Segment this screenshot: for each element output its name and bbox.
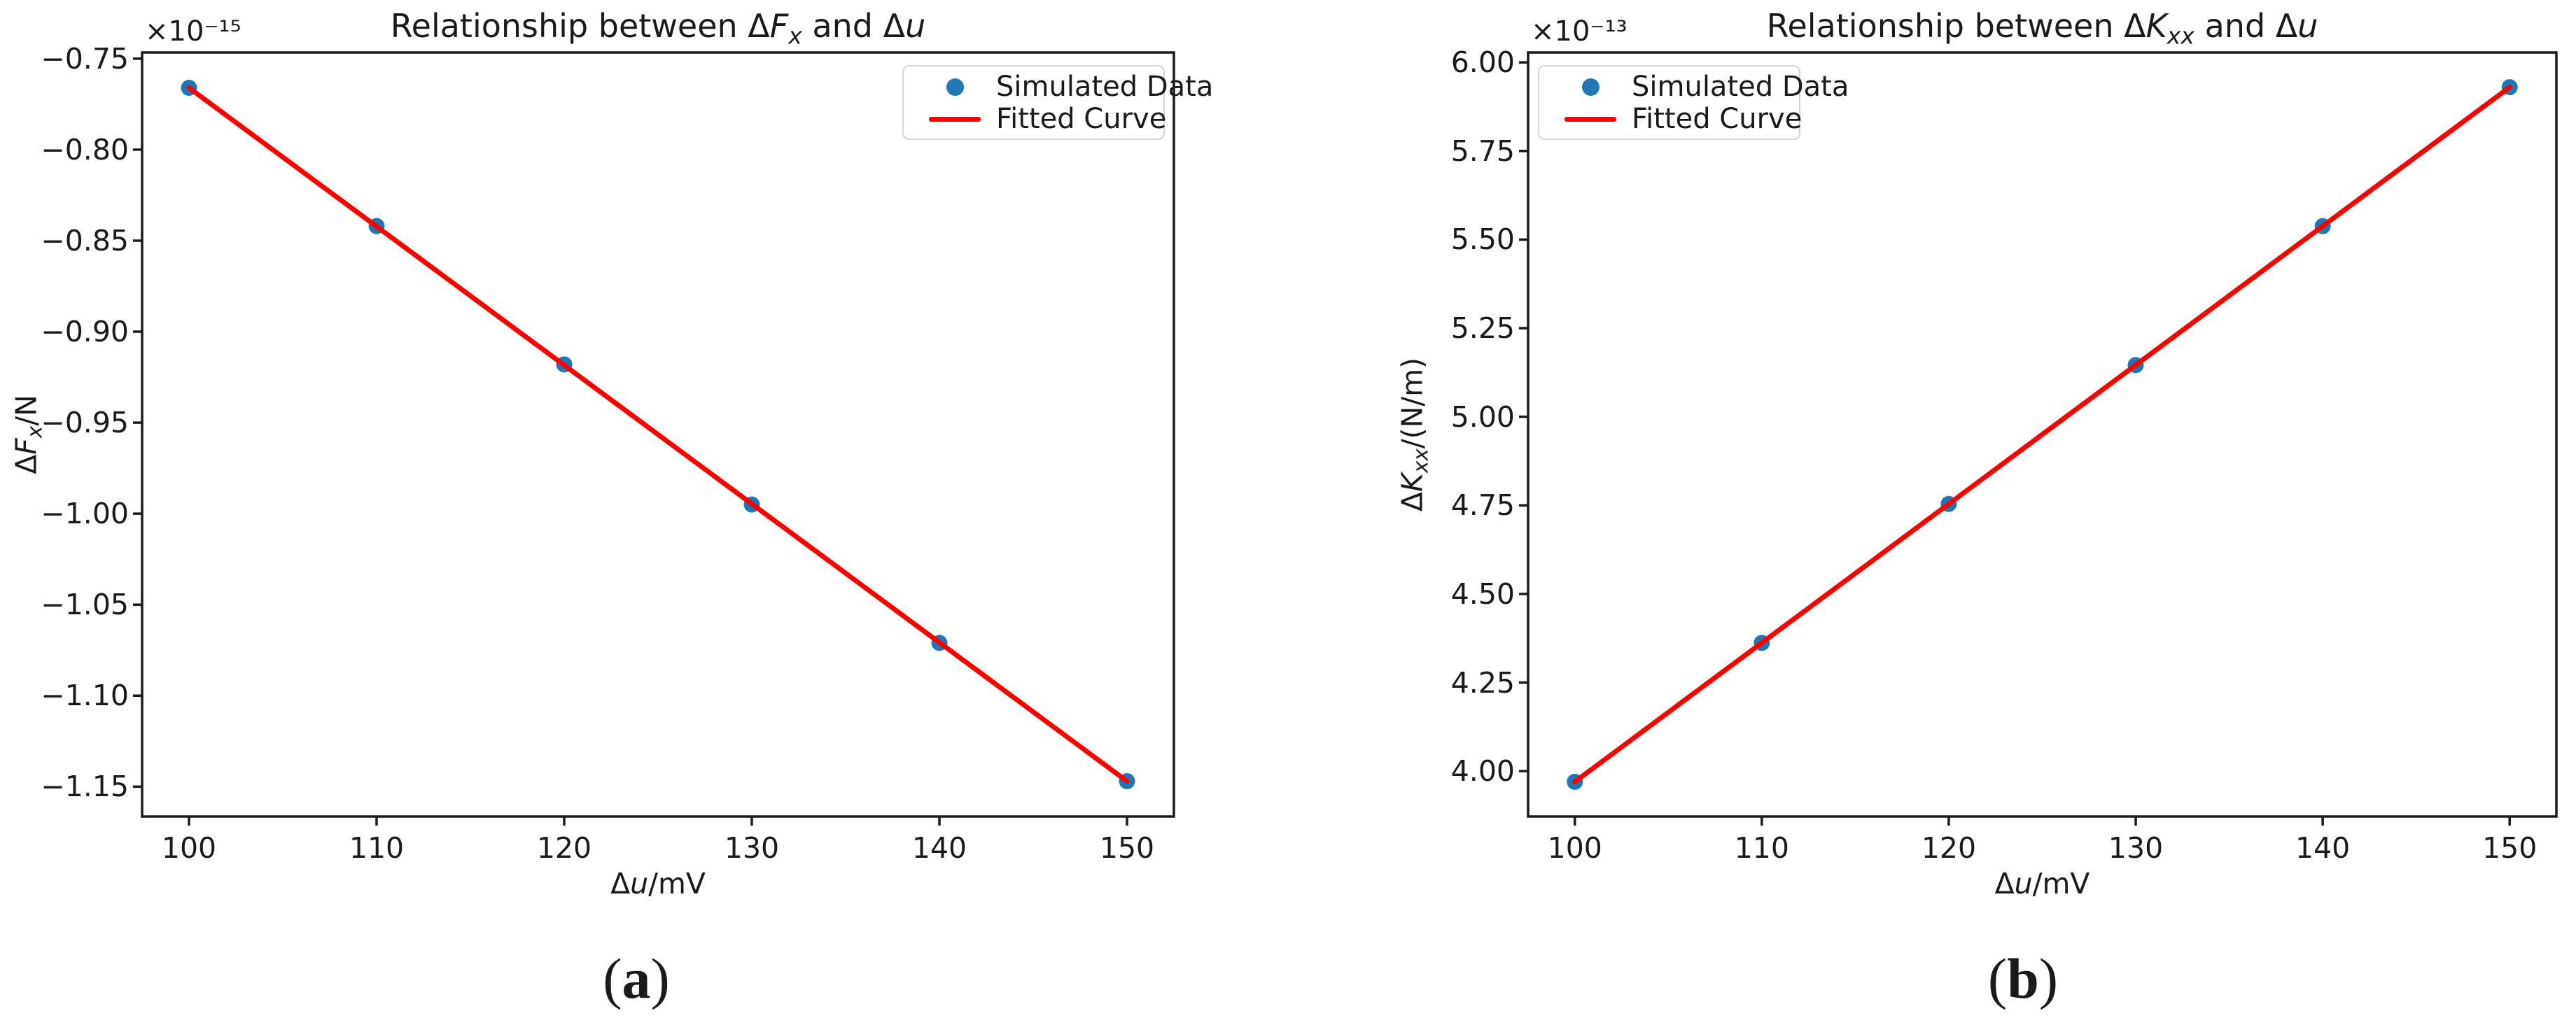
text-part: Δ <box>1994 867 2015 900</box>
y-axis-label: ΔFx/N <box>9 395 46 474</box>
x-tick-label: 120 <box>536 831 592 865</box>
legend: Simulated Data Fitted Curve <box>902 65 1213 140</box>
text-part: Relationship between Δ <box>1766 7 2146 45</box>
legend-entry: Simulated Data <box>1549 71 1849 103</box>
legend-entry-label: Simulated Data <box>996 71 1214 103</box>
caption-paren: ) <box>650 947 670 1010</box>
y-axis-label: ΔKxx/(N/m) <box>1395 358 1432 511</box>
text-part: /N <box>9 395 43 426</box>
text-part: Relationship between Δ <box>390 7 770 45</box>
y-tick-label: −0.75 <box>41 41 129 76</box>
y-tick-label: −0.85 <box>41 223 129 257</box>
x-tick-label: 150 <box>1099 831 1155 865</box>
x-tick-label: 140 <box>2295 831 2351 865</box>
y-tick-label: −1.00 <box>41 497 129 531</box>
x-tick-label: 100 <box>161 831 217 865</box>
x-tick-label: 120 <box>1921 831 1977 865</box>
legend-entry: Simulated Data <box>913 71 1213 103</box>
x-tick-label: 150 <box>2482 831 2538 865</box>
axis-offset-label: ×10⁻¹⁵ <box>145 15 241 48</box>
text-part: xx <box>1408 448 1433 474</box>
text-part: and Δ <box>802 7 906 45</box>
caption-letter: a <box>622 947 651 1010</box>
text-part: F <box>9 438 43 455</box>
y-tick-label: −0.95 <box>41 406 129 440</box>
y-tick-label: 4.00 <box>1450 754 1515 789</box>
text-part: K <box>2146 7 2167 45</box>
legend-entry: Fitted Curve <box>1549 103 1802 135</box>
fitted-curve-line <box>186 85 1130 784</box>
text-part: and Δ <box>2194 7 2298 45</box>
x-tick-label: 130 <box>2108 831 2164 865</box>
legend-marker-cell <box>1549 116 1632 122</box>
fitted-curve-marker-icon <box>929 116 981 122</box>
x-tick-label: 110 <box>1734 831 1789 865</box>
y-tick-label: −1.05 <box>41 588 129 622</box>
x-axis-label: Δu/mV <box>610 867 706 900</box>
y-tick-label: −1.10 <box>41 679 129 713</box>
y-tick-label: 4.75 <box>1450 488 1515 523</box>
y-tick-label: −0.80 <box>41 132 129 167</box>
y-tick-label: 5.00 <box>1450 400 1515 434</box>
y-tick-label: 4.50 <box>1450 577 1515 611</box>
text-part: Δ <box>610 867 631 900</box>
simulated-data-marker-icon <box>1581 78 1600 96</box>
legend-marker-cell <box>1549 78 1632 96</box>
legend-entry-label: Simulated Data <box>1632 71 1849 103</box>
fitted-curve-line <box>1572 85 2512 784</box>
text-part: u <box>630 867 649 900</box>
x-tick-label: 100 <box>1547 831 1602 865</box>
text-part: K <box>1395 473 1429 492</box>
plot-border <box>1527 51 2558 818</box>
legend: Simulated Data Fitted Curve <box>1538 65 1849 140</box>
y-tick-label: −0.90 <box>41 315 129 349</box>
caption-paren: ( <box>1987 947 2008 1010</box>
legend-entry-label: Fitted Curve <box>1632 103 1802 135</box>
subfigure-caption: (a) <box>603 946 670 1012</box>
text-part: u <box>2297 7 2318 45</box>
simulated-data-marker-icon <box>946 78 964 96</box>
text-part: /mV <box>2032 867 2090 900</box>
y-tick-label: 5.50 <box>1450 222 1515 257</box>
text-part: x <box>788 22 802 50</box>
y-tick-label: 4.25 <box>1450 665 1515 700</box>
legend-entry-label: Fitted Curve <box>996 103 1167 135</box>
text-part: u <box>905 7 926 45</box>
legend-marker-cell <box>913 78 996 96</box>
legend-entry: Fitted Curve <box>913 103 1166 135</box>
caption-letter: b <box>2007 947 2039 1010</box>
x-tick-label: 140 <box>911 831 967 865</box>
x-tick-label: 110 <box>349 831 405 865</box>
text-part: /(N/m) <box>1395 357 1429 449</box>
fitted-curve-marker-icon <box>1564 116 1616 122</box>
text-part: u <box>2014 867 2033 900</box>
y-tick-label: −1.15 <box>41 770 129 804</box>
chart-title: Relationship between ΔKxx and Δu <box>1767 7 2318 49</box>
text-part: /mV <box>648 867 706 900</box>
text-part: Δ <box>9 454 43 474</box>
text-part: x <box>22 425 47 439</box>
caption-paren: ( <box>603 947 622 1010</box>
x-axis-label: Δu/mV <box>1995 867 2090 900</box>
y-tick-label: 6.00 <box>1450 45 1515 80</box>
x-tick-label: 130 <box>724 831 780 865</box>
legend-marker-cell <box>913 116 996 122</box>
y-tick-label: 5.25 <box>1450 311 1515 346</box>
plot-border <box>141 51 1175 818</box>
caption-paren: ) <box>2038 947 2059 1010</box>
y-tick-label: 5.75 <box>1450 134 1515 168</box>
text-part: Δ <box>1395 492 1429 512</box>
text-part: xx <box>2166 22 2194 50</box>
subfigure-caption: (b) <box>1988 946 2058 1012</box>
text-part: F <box>769 7 789 45</box>
axis-offset-label: ×10⁻¹³ <box>1531 15 1628 48</box>
chart-title: Relationship between ΔFx and Δu <box>391 7 926 49</box>
